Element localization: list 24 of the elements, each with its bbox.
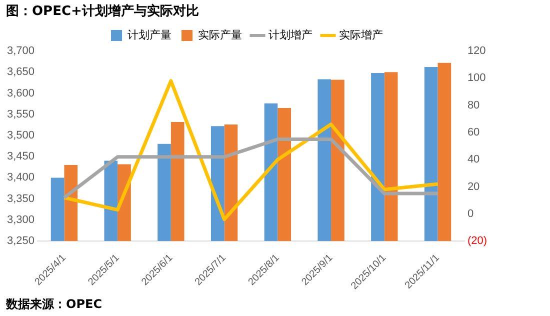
- source-note: 数据来源：OPEC: [6, 296, 102, 313]
- y-tick-label: 3,400: [6, 172, 35, 184]
- y-tick-label: 3,450: [6, 150, 35, 163]
- y2-tick-label: 40: [467, 154, 480, 166]
- y-tick-label: 3,600: [6, 87, 35, 100]
- y-tick-label: 3,350: [6, 192, 35, 205]
- y-tick-label: 3,250: [6, 235, 35, 248]
- y-tick-label: 3,700: [6, 45, 35, 58]
- y2-tick-label: 80: [467, 99, 480, 112]
- legend-label: 计划增产: [268, 28, 312, 42]
- y2-tick-label: 100: [467, 72, 486, 84]
- y-tick-label: 3,650: [6, 66, 35, 78]
- y2-tick-label: 0: [467, 208, 474, 220]
- y2-tick-label: (20): [467, 235, 487, 248]
- y2-tick-label: 60: [467, 126, 480, 138]
- legend-label: 实际产量: [198, 28, 242, 42]
- y-tick-label: 3,300: [6, 214, 35, 226]
- legend-label: 实际增产: [339, 28, 383, 42]
- legend-label: 计划产量: [128, 28, 172, 42]
- y2-tick-label: 120: [467, 45, 486, 58]
- y-tick-label: 3,550: [6, 108, 35, 120]
- y2-tick-label: 20: [467, 180, 480, 193]
- chart-title: 图：OPEC+计划增产与实际对比: [6, 2, 199, 20]
- y-tick-label: 3,500: [6, 130, 35, 142]
